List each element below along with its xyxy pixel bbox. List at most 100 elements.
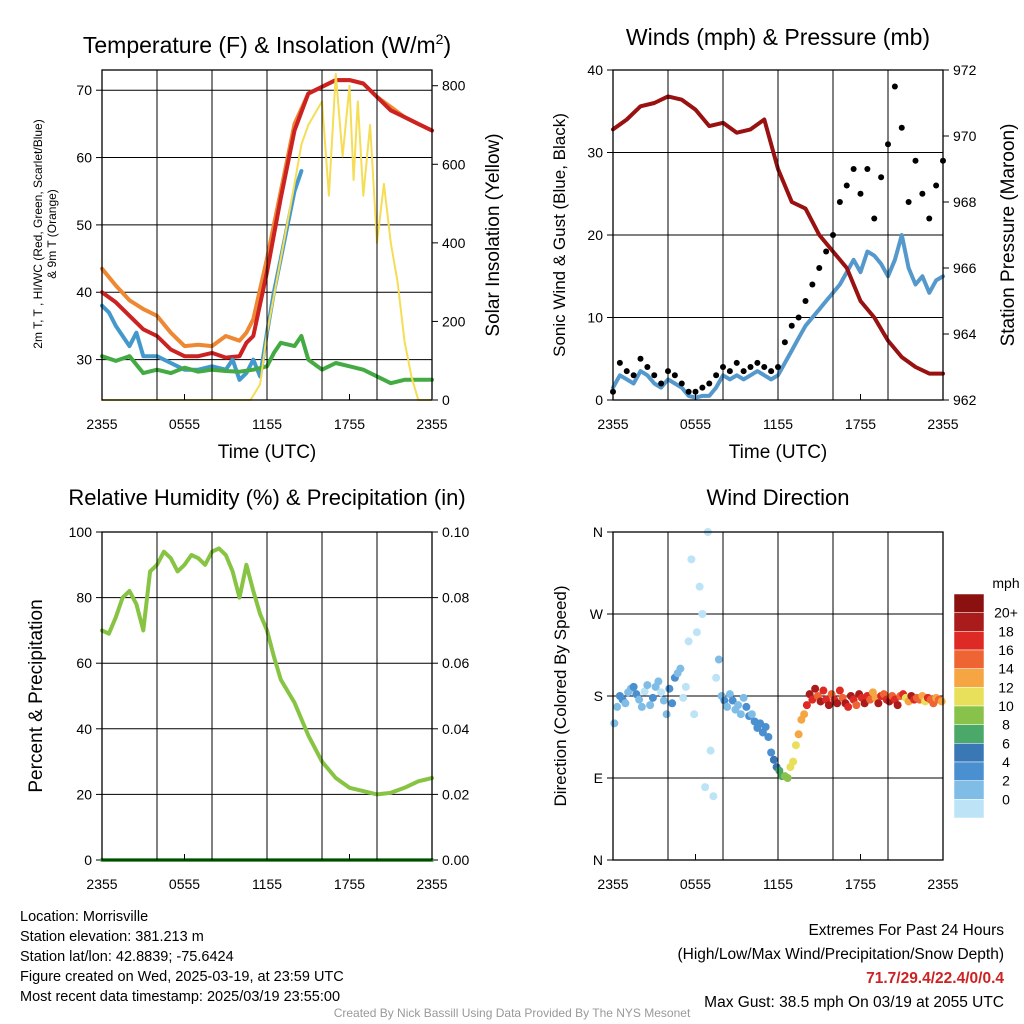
rh-axes-frame <box>101 531 433 861</box>
rh-xtick-label: 2355 <box>416 876 447 892</box>
speed-legend-title: mph <box>992 575 1019 591</box>
dir-point <box>712 673 721 682</box>
dir-point <box>692 628 701 637</box>
wind-panel: Winds (mph) & Pressure (mb) Sonic Wind &… <box>550 24 1019 463</box>
station-info: Location: Morrisville Station elevation:… <box>20 907 344 1007</box>
rh-series-0-line <box>100 546 434 797</box>
dir-point <box>728 696 737 705</box>
dir-point <box>736 710 745 719</box>
wind-series-1-point <box>933 182 940 189</box>
wind-series-1-point <box>878 174 885 181</box>
temp-xtick-label: 2355 <box>416 416 447 432</box>
colorbar-label: 14 <box>998 661 1014 677</box>
dir-point <box>874 699 883 708</box>
dir-point <box>635 695 644 704</box>
wind-series-1-point <box>637 355 644 362</box>
temp-y2tick-label: 600 <box>442 156 466 172</box>
wind-y2tick-label: 972 <box>953 62 977 78</box>
dir-point <box>714 655 723 664</box>
wind-series-1-point <box>871 215 878 222</box>
rh-ytick-label: 0 <box>84 852 92 868</box>
temp-y2tick-label: 400 <box>442 235 466 251</box>
wind-xtick-label: 1155 <box>763 416 793 432</box>
dir-point <box>690 710 699 719</box>
rh-y2tick-label: 0.02 <box>442 786 469 802</box>
colorbar-label: 20+ <box>994 605 1018 621</box>
dir-point <box>789 757 798 766</box>
wind-series-1-point <box>740 368 747 375</box>
colorbar-swatch <box>953 631 985 651</box>
wind-series-1-point <box>706 380 713 387</box>
dir-point <box>833 699 842 708</box>
wind-series-1-point <box>761 364 768 370</box>
temperature-title: Temperature (F) & Insolation (W/m2) <box>83 31 451 58</box>
dir-point <box>698 610 707 618</box>
dir-axes-frame <box>612 531 944 861</box>
wind-series-1-point <box>678 380 685 387</box>
dir-point <box>629 682 638 691</box>
colorbar-label: 6 <box>1002 735 1010 751</box>
figure-created: Figure created on Wed, 2025-03-19, at 23… <box>20 969 344 985</box>
temp-ytick-label: 60 <box>76 150 92 166</box>
wind-ytick-label: 30 <box>587 145 603 161</box>
extremes-subtitle: (High/Low/Max Wind/Precipitation/Snow De… <box>677 946 1005 963</box>
rh-xtick-label: 1755 <box>334 876 365 892</box>
dir-point <box>725 690 734 699</box>
dir-ytick-label: N <box>593 524 603 540</box>
dir-xtick-label: 2355 <box>597 876 628 892</box>
colorbar-label: 10 <box>998 698 1014 714</box>
dir-point <box>835 686 844 695</box>
dir-point <box>646 701 655 710</box>
colorbar-label: 2 <box>1002 773 1010 789</box>
temp-axes-frame <box>101 69 433 401</box>
dir-xtick-label: 1155 <box>763 876 793 892</box>
temp-ytick-label: 50 <box>76 217 92 233</box>
wind-xlabel: Time (UTC) <box>729 442 828 463</box>
wind-series-1-point <box>630 372 637 379</box>
temperature-ylabel-line2: & 9m T (Orange) <box>45 189 59 279</box>
dir-point <box>852 701 861 710</box>
dir-point <box>687 555 696 564</box>
dir-point <box>621 699 630 708</box>
dir-point <box>800 710 809 719</box>
wind-series-1-point <box>644 364 651 370</box>
wind-series-1-point <box>699 384 706 391</box>
wind-series-1-point <box>823 248 830 255</box>
wind-series-1-point <box>816 265 823 271</box>
rh-y2tick-label: 0.06 <box>442 655 469 671</box>
dir-point <box>747 710 756 719</box>
dir-ytick-label: W <box>590 606 604 622</box>
temp-xtick-label: 0555 <box>169 416 200 432</box>
rh-ytick-label: 60 <box>76 655 92 671</box>
dir-point <box>640 687 649 696</box>
dir-point <box>791 741 800 750</box>
station-elevation: Station elevation: 381.213 m <box>20 929 204 945</box>
dir-point <box>613 702 622 711</box>
colorbar-swatch <box>953 761 985 781</box>
dir-ytick-label: E <box>594 770 603 786</box>
temp-y2tick-label: 800 <box>442 78 466 94</box>
temperature-ylabel: 2m T, T , HI/WC (Red, Green, Scarlet/Blu… <box>31 119 45 348</box>
colorbar-swatch <box>953 780 985 800</box>
max-gust: Max Gust: 38.5 mph On 03/19 at 2055 UTC <box>704 994 1004 1011</box>
dir-point <box>937 697 946 706</box>
dir-point <box>802 701 811 710</box>
dir-point <box>742 702 751 711</box>
dir-point <box>610 719 619 728</box>
wind-xtick-label: 2355 <box>927 416 958 432</box>
rh-xtick-label: 0555 <box>169 876 200 892</box>
wind-y2tick-label: 966 <box>953 260 977 276</box>
rh-y2tick-label: 0.00 <box>442 852 469 868</box>
rh-ytick-label: 20 <box>76 786 92 802</box>
dir-point <box>824 701 833 710</box>
colorbar-swatch <box>953 612 985 632</box>
rh-y2tick-label: 0.10 <box>442 524 469 540</box>
temp-series-2-line <box>100 169 304 382</box>
dir-point <box>739 693 748 702</box>
credit-text: Created By Nick Bassill Using Data Provi… <box>333 1006 691 1020</box>
temperature-xlabel: Time (UTC) <box>218 442 317 463</box>
wind-xtick-label: 0555 <box>680 416 711 432</box>
wind-series-1-point <box>726 368 733 375</box>
wind-series-1-point <box>747 364 754 370</box>
